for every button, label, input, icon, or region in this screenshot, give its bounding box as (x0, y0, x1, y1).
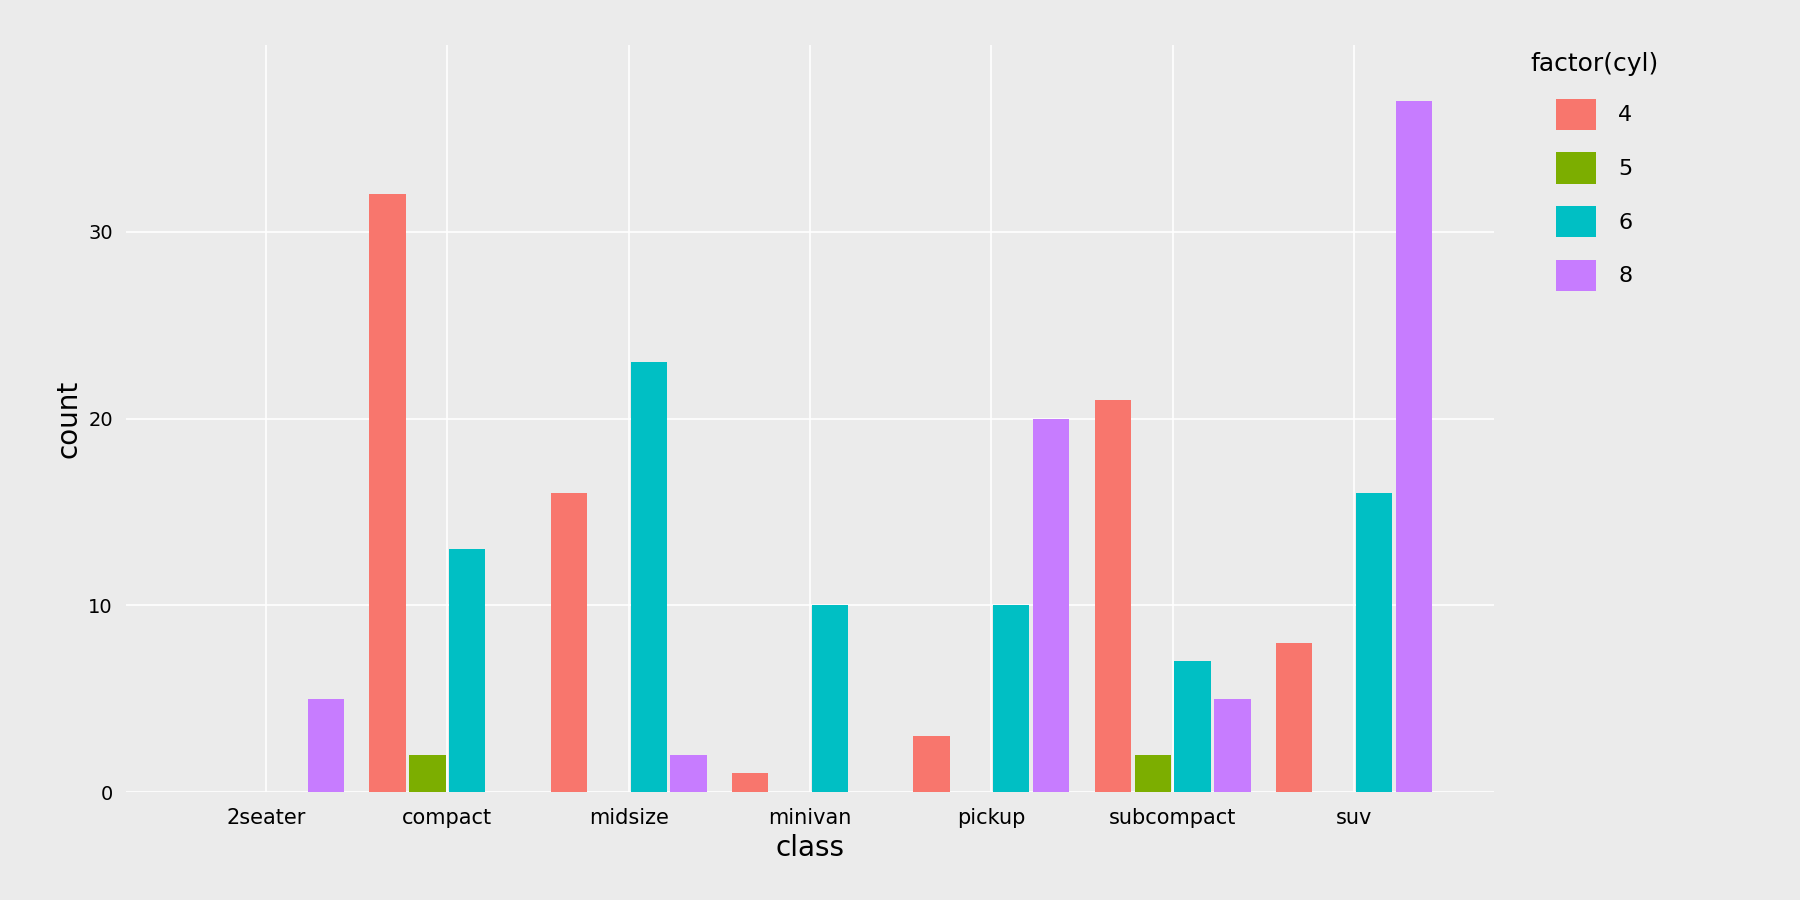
Bar (994, 605, 1030, 792)
Bar (450, 549, 486, 792)
X-axis label: class: class (776, 833, 844, 861)
Bar (409, 754, 446, 792)
Bar (1276, 643, 1312, 792)
Bar (308, 698, 344, 792)
Bar (1134, 754, 1170, 792)
Bar (551, 493, 587, 792)
Bar (913, 736, 950, 792)
Legend: 4, 5, 6, 8: 4, 5, 6, 8 (1519, 41, 1669, 302)
Bar (1355, 493, 1391, 792)
Bar (1094, 400, 1130, 792)
Y-axis label: count: count (54, 380, 83, 457)
Bar (733, 773, 769, 792)
Bar (812, 605, 848, 792)
Bar (1395, 101, 1431, 792)
Bar (369, 194, 405, 792)
Bar (1174, 662, 1211, 792)
Bar (670, 754, 707, 792)
Bar (1215, 698, 1251, 792)
Bar (1033, 418, 1069, 792)
Bar (630, 363, 666, 792)
